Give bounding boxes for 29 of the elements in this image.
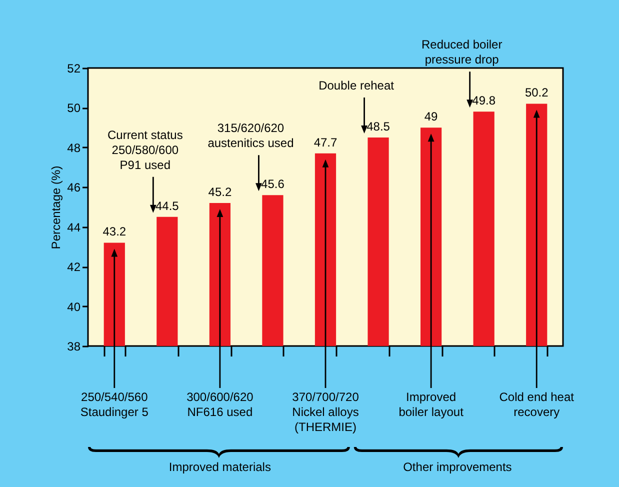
data-label: 49.8 xyxy=(472,94,496,108)
y-tick-label: 52 xyxy=(67,62,81,76)
y-tick-label: 50 xyxy=(67,101,81,116)
data-label: 50.2 xyxy=(524,86,549,100)
y-tick-label: 38 xyxy=(67,340,81,354)
data-label: 47.7 xyxy=(314,135,338,150)
x-tick-label: 370/700/720 Nickel alloys (THERMIE) xyxy=(292,390,360,434)
x-tick-label: Reduced boiler pressure drop xyxy=(421,38,502,67)
data-label: 44.5 xyxy=(155,198,180,213)
data-label: 45.2 xyxy=(208,185,232,200)
x-tick-label: 315/620/620 austenitics used xyxy=(208,121,294,150)
y-tick-label: 46 xyxy=(67,180,81,195)
y-tick-label: 44 xyxy=(67,220,81,234)
data-label: 48.5 xyxy=(366,120,390,134)
y-tick-label: 42 xyxy=(67,260,81,274)
x-tick-label: Current status 250/580/600 P91 used xyxy=(107,128,183,172)
x-tick-label: Double reheat xyxy=(318,78,395,92)
y-tick-label: 48 xyxy=(67,140,81,155)
x-tick-label: Improved boiler layout xyxy=(398,390,464,419)
x-tick-label: Cold end heat recovery xyxy=(499,390,575,419)
data-label: 43.2 xyxy=(102,224,126,239)
y-axis-title: Percentage (%) xyxy=(49,166,64,250)
data-label: 49 xyxy=(424,110,438,124)
data-label: 45.6 xyxy=(261,177,285,192)
x-tick-label: 250/540/560 Staudinger 5 xyxy=(80,390,149,419)
text: Improved materials xyxy=(168,460,271,474)
y-tick-label: 40 xyxy=(67,300,81,314)
x-tick-label: 300/600/620 NF616 used xyxy=(186,390,254,419)
text: Other improvements xyxy=(403,460,512,474)
